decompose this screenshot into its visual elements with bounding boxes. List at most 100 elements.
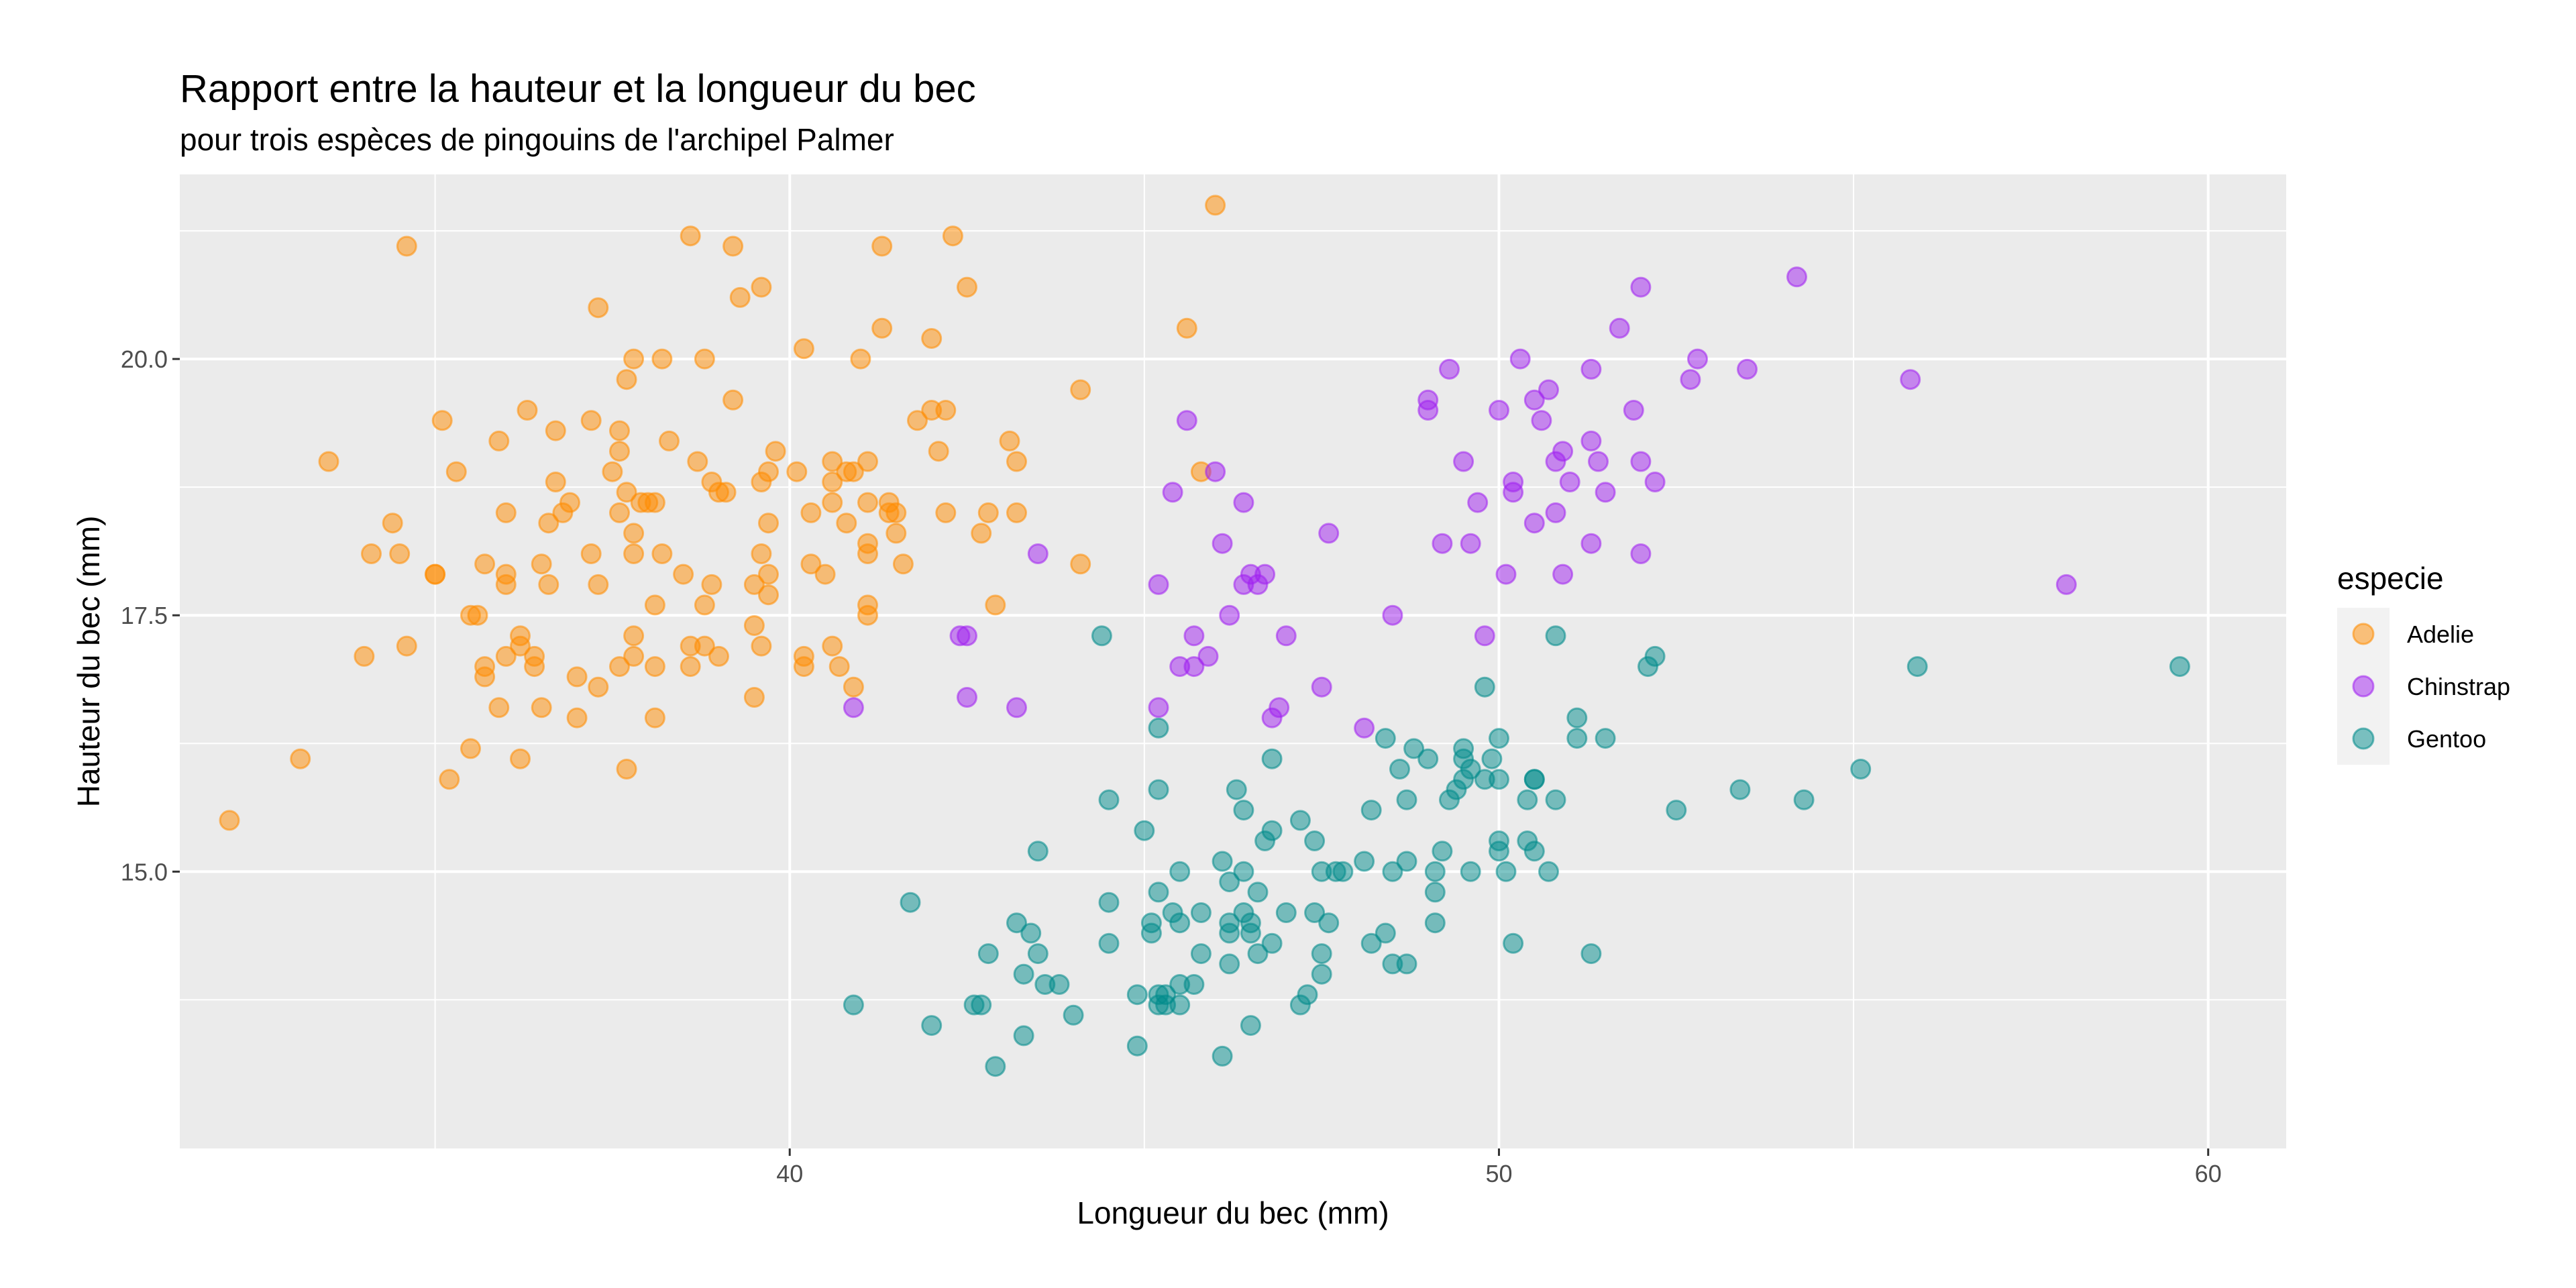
data-point-gentoo [1432, 841, 1453, 862]
data-point-gentoo [1098, 892, 1120, 913]
data-point-adelie [510, 748, 531, 769]
data-point-gentoo [1190, 943, 1212, 965]
data-point-gentoo [1375, 922, 1396, 944]
data-point-gentoo [1417, 748, 1439, 769]
data-point-gentoo [1360, 932, 1382, 954]
data-point-gentoo [1489, 728, 1509, 749]
data-point-adelie [680, 656, 701, 678]
data-point-adelie [467, 604, 488, 626]
data-point-adelie [765, 441, 786, 462]
data-point-adelie [1070, 553, 1091, 575]
data-point-gentoo [1481, 748, 1503, 769]
data-point-gentoo [1013, 1025, 1034, 1046]
data-point-gentoo [1304, 902, 1326, 923]
data-point-gentoo [1396, 953, 1417, 975]
data-point-adelie [651, 348, 673, 370]
data-point-gentoo [1453, 738, 1474, 759]
data-point-gentoo [1389, 759, 1410, 780]
data-point-adelie [885, 502, 907, 523]
data-point-chinstrap [1183, 625, 1205, 647]
data-point-gentoo [977, 943, 999, 965]
chart-subtitle: pour trois espèces de pingouins de l'arc… [180, 122, 894, 157]
data-point-adelie [531, 697, 552, 718]
data-point-gentoo [921, 1015, 943, 1036]
data-point-gentoo [1091, 625, 1112, 647]
y-tick-label: 17.5 [121, 602, 168, 629]
data-point-adelie [609, 420, 630, 441]
data-point-adelie [545, 420, 566, 441]
data-point-adelie [616, 369, 637, 390]
data-point-gentoo [1545, 625, 1566, 647]
data-point-adelie [389, 543, 411, 564]
data-point-chinstrap [1595, 482, 1616, 503]
data-point-adelie [715, 482, 737, 503]
data-point-adelie [885, 523, 907, 544]
data-point-gentoo [1907, 656, 1928, 678]
data-point-chinstrap [1269, 697, 1290, 718]
data-point-adelie [382, 513, 403, 534]
data-point-chinstrap [1900, 369, 1921, 390]
data-point-adelie [431, 410, 453, 431]
data-point-adelie [800, 502, 822, 523]
data-point-chinstrap [1588, 451, 1609, 472]
data-point-adelie [361, 543, 382, 564]
data-point-adelie [644, 707, 665, 729]
data-point-adelie [474, 553, 496, 575]
data-point-gentoo [1523, 841, 1545, 862]
data-point-adelie [488, 697, 510, 718]
data-point-chinstrap [1580, 430, 1602, 451]
x-tick-label: 40 [776, 1160, 803, 1187]
data-points [219, 195, 2190, 1077]
legend-title: especie [2337, 561, 2444, 596]
data-point-gentoo [900, 892, 921, 913]
data-point-chinstrap [1148, 697, 1169, 718]
y-tick-label: 15.0 [121, 858, 168, 885]
data-point-chinstrap [1786, 266, 1807, 288]
data-point-adelie [510, 625, 531, 647]
data-point-gentoo [1495, 861, 1517, 882]
data-point-adelie [517, 400, 538, 421]
data-point-chinstrap [1737, 358, 1758, 380]
data-point-chinstrap [1233, 492, 1254, 513]
data-point-adelie [460, 738, 481, 759]
data-point-adelie [822, 451, 843, 472]
data-point-chinstrap [1183, 656, 1205, 678]
data-point-gentoo [1261, 932, 1283, 954]
data-point-adelie [751, 635, 772, 657]
data-point-gentoo [1169, 861, 1191, 882]
data-point-adelie [857, 533, 878, 554]
data-point-chinstrap [1523, 389, 1545, 411]
data-point-chinstrap [1545, 502, 1566, 523]
data-point-adelie [1205, 195, 1226, 216]
data-point-adelie [694, 594, 715, 616]
data-point-gentoo [1474, 676, 1495, 698]
legend-items: Adelie Chinstrap Gentoo [2337, 608, 2510, 765]
data-point-gentoo [1261, 820, 1283, 841]
data-point-gentoo [1354, 851, 1375, 872]
data-point-adelie [1006, 502, 1027, 523]
data-point-adelie [609, 441, 630, 462]
data-point-chinstrap [1453, 451, 1474, 472]
data-point-adelie [616, 759, 637, 780]
data-point-chinstrap [1417, 389, 1439, 411]
data-point-gentoo [1212, 1045, 1233, 1067]
legend-label: Adelie [2407, 621, 2474, 648]
data-point-gentoo [1240, 1015, 1261, 1036]
data-point-adelie [623, 543, 645, 564]
data-point-adelie [580, 410, 602, 431]
data-point-gentoo [1538, 861, 1559, 882]
data-point-chinstrap [957, 687, 977, 708]
data-point-gentoo [1311, 943, 1332, 965]
data-point-chinstrap [1439, 358, 1460, 380]
data-point-adelie [850, 348, 871, 370]
data-point-gentoo [1233, 861, 1254, 882]
data-point-adelie [538, 574, 559, 595]
data-point-chinstrap [1644, 472, 1666, 492]
data-point-gentoo [1219, 912, 1240, 934]
data-point-gentoo [1460, 759, 1481, 780]
data-point-chinstrap [1630, 543, 1652, 564]
data-point-gentoo [1134, 820, 1155, 841]
data-point-adelie [659, 430, 680, 451]
data-point-gentoo [1424, 861, 1446, 882]
data-point-gentoo [1190, 902, 1212, 923]
